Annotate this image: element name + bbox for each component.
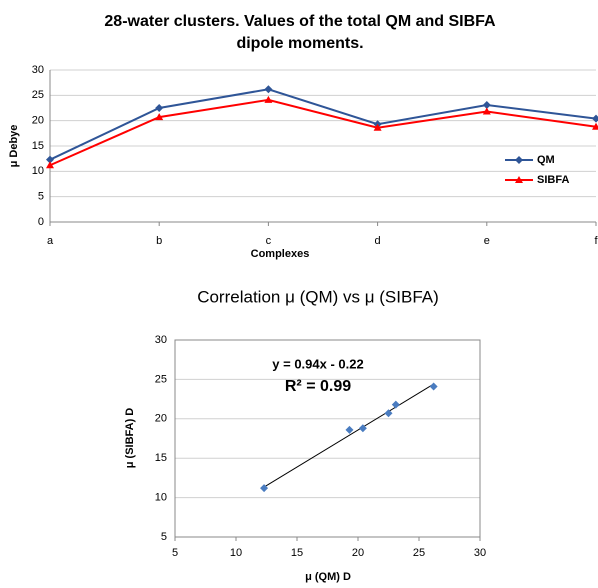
- y-tick-label: 30: [32, 64, 44, 76]
- data-point: [155, 104, 164, 112]
- x-tick-label: 10: [230, 547, 242, 559]
- legend-marker: [515, 176, 523, 183]
- x-tick-label: d: [375, 235, 381, 247]
- data-point: [391, 400, 400, 409]
- data-point: [482, 100, 491, 109]
- y-tick-label: 10: [32, 165, 44, 177]
- data-point: [264, 95, 273, 103]
- x-tick-label: a: [47, 235, 54, 247]
- data-point: [373, 123, 382, 131]
- data-point: [345, 425, 354, 434]
- y-tick-label: 20: [32, 115, 44, 127]
- x-axis-label: Complexes: [251, 248, 310, 260]
- y-tick-label: 30: [155, 334, 167, 346]
- data-point: [46, 161, 54, 169]
- data-point: [429, 382, 438, 391]
- y-axis-label: μ Debye: [8, 125, 20, 168]
- data-point: [358, 424, 367, 433]
- y-tick-label: 20: [155, 413, 167, 425]
- y-tick-label: 5: [161, 531, 167, 543]
- data-point: [260, 484, 269, 493]
- data-point: [482, 107, 491, 115]
- y-tick-label: 15: [155, 452, 167, 464]
- y-tick-label: 25: [32, 89, 44, 101]
- y-axis-label: μ (SIBFA) D: [124, 408, 136, 469]
- trendline-equation: y = 0.94x - 0.22: [272, 356, 363, 371]
- x-tick-label: 30: [474, 547, 486, 559]
- y-tick-label: 0: [38, 216, 44, 228]
- series-line: [49, 88, 597, 161]
- x-tick-label: f: [594, 235, 598, 247]
- y-tick-label: 5: [38, 191, 44, 203]
- legend-marker: [515, 156, 523, 164]
- x-tick-label: 20: [352, 547, 364, 559]
- x-axis-label: μ (QM) D: [305, 571, 351, 583]
- legend-label: QM: [537, 154, 555, 166]
- trendline: [263, 383, 434, 488]
- chart-title: dipole moments.: [236, 35, 363, 52]
- plot-frame: [174, 339, 481, 538]
- data-point: [264, 85, 273, 94]
- x-tick-label: e: [484, 235, 490, 247]
- series-line: [49, 98, 597, 167]
- data-point: [592, 114, 598, 123]
- data-point: [155, 113, 164, 121]
- y-tick-label: 25: [155, 373, 167, 385]
- y-tick-label: 15: [32, 140, 44, 152]
- x-tick-label: 15: [291, 547, 303, 559]
- x-tick-label: b: [156, 235, 162, 247]
- x-tick-label: c: [266, 235, 272, 247]
- data-point: [592, 122, 598, 130]
- x-tick-label: 5: [172, 547, 178, 559]
- data-point: [384, 409, 393, 418]
- x-tick-label: 25: [413, 547, 425, 559]
- chart-title: Correlation μ (QM) vs μ (SIBFA): [197, 287, 439, 306]
- y-tick-label: 10: [155, 492, 167, 504]
- r-squared: R² = 0.99: [285, 378, 351, 395]
- data-point: [46, 155, 54, 164]
- legend-label: SIBFA: [537, 174, 569, 186]
- chart-title: 28-water clusters. Values of the total Q…: [104, 13, 496, 30]
